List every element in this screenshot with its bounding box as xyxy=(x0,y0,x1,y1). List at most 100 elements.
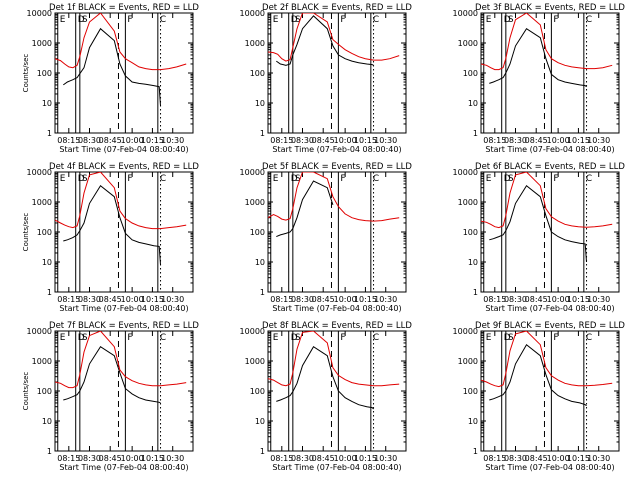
x-axis-label: Start Time (07-Feb-04 08:00:40) xyxy=(59,304,188,313)
event-marker-label: S xyxy=(82,333,88,343)
y-tick-label: 1000 xyxy=(32,357,52,366)
series-line-lld xyxy=(481,331,613,388)
x-tick-label: 08:15 xyxy=(270,136,293,145)
x-tick-label: 08:45 xyxy=(312,136,335,145)
chart-title: Det 9f BLACK = Events, RED = LLD xyxy=(475,321,625,331)
event-marker-label: S xyxy=(295,333,301,343)
y-tick-label: 100 xyxy=(463,387,478,396)
event-marker-label: S xyxy=(295,15,301,25)
y-tick-label: 100 xyxy=(37,228,52,237)
y-tick-label: 10 xyxy=(42,417,52,426)
event-marker-label: E xyxy=(60,333,66,343)
x-tick-label: 08:30 xyxy=(291,136,314,145)
x-tick-label: 10:30 xyxy=(161,454,184,463)
chart-title: Det 3f BLACK = Events, RED = LLD xyxy=(475,3,625,13)
y-tick-label: 10 xyxy=(468,417,478,426)
x-tick-label: 08:15 xyxy=(57,295,80,304)
x-tick-label: 08:30 xyxy=(78,295,101,304)
chart-panel-9: Det 9f BLACK = Events, RED = LLD 1 10 100 10… xyxy=(453,321,626,472)
chart-panel-7: Det 7f BLACK = Events, RED = LLD 1 10 100 10… xyxy=(22,321,199,472)
chart-panel-5: Det 5f BLACK = Events, RED = LLD 1 10 100 10… xyxy=(240,162,413,313)
y-tick-label: 1 xyxy=(473,447,478,456)
y-tick-label: 10000 xyxy=(240,327,265,336)
event-marker-label: D xyxy=(504,15,511,25)
y-tick-label: 1000 xyxy=(458,198,478,207)
x-tick-label: 08:30 xyxy=(78,454,101,463)
x-tick-label: 08:45 xyxy=(99,295,122,304)
series-line-events xyxy=(489,343,587,407)
y-tick-label: 1 xyxy=(47,288,52,297)
x-axis-label: Start Time (07-Feb-04 08:00:40) xyxy=(272,463,401,472)
x-tick-label: 10:30 xyxy=(587,295,610,304)
chart-title: Det 2f BLACK = Events, RED = LLD xyxy=(262,3,412,13)
series-line-events xyxy=(63,27,161,106)
event-marker-label: D xyxy=(78,15,85,25)
series-line-lld xyxy=(481,13,613,71)
y-tick-label: 1000 xyxy=(245,198,265,207)
x-tick-label: 08:30 xyxy=(504,454,527,463)
event-marker-label: D xyxy=(504,174,511,184)
x-axis-label: Start Time (07-Feb-04 08:00:40) xyxy=(59,145,188,154)
x-tick-label: 10:00 xyxy=(334,454,357,463)
event-marker-label: C xyxy=(160,333,166,343)
y-tick-label: 1 xyxy=(47,129,52,138)
x-axis-label: Start Time (07-Feb-04 08:00:40) xyxy=(485,463,614,472)
series-line-events xyxy=(489,184,587,263)
chart-panel-4: Det 4f BLACK = Events, RED = LLD 1 10 100 10… xyxy=(22,162,199,313)
event-marker-label: F xyxy=(340,333,345,343)
series-line-events xyxy=(276,15,374,66)
y-axis-label: Counts/sec xyxy=(22,213,30,252)
x-tick-label: 08:15 xyxy=(57,136,80,145)
y-tick-label: 10000 xyxy=(27,327,52,336)
y-tick-label: 1000 xyxy=(32,39,52,48)
x-tick-label: 08:15 xyxy=(483,454,506,463)
event-marker-label: D xyxy=(291,174,298,184)
event-marker-label: C xyxy=(586,15,592,25)
event-marker-label: D xyxy=(78,174,85,184)
y-tick-label: 1 xyxy=(260,288,265,297)
event-marker-label: E xyxy=(273,174,279,184)
x-tick-label: 10:15 xyxy=(567,454,590,463)
event-marker-label: C xyxy=(373,174,379,184)
x-tick-label: 10:30 xyxy=(374,454,397,463)
chart-title: Det 7f BLACK = Events, RED = LLD xyxy=(49,321,199,331)
series-line-lld xyxy=(268,13,400,62)
x-tick-label: 08:30 xyxy=(291,454,314,463)
event-marker-label: E xyxy=(60,15,66,25)
chart-title: Det 5f BLACK = Events, RED = LLD xyxy=(262,162,412,172)
x-tick-label: 08:45 xyxy=(525,454,548,463)
y-tick-label: 100 xyxy=(250,69,265,78)
x-tick-label: 08:45 xyxy=(99,454,122,463)
chart-title: Det 8f BLACK = Events, RED = LLD xyxy=(262,321,412,331)
event-marker-label: S xyxy=(508,174,514,184)
x-tick-label: 08:30 xyxy=(78,136,101,145)
y-tick-label: 1000 xyxy=(245,39,265,48)
chart-panel-3: Det 3f BLACK = Events, RED = LLD 1 10 100 10… xyxy=(453,3,626,154)
x-tick-label: 08:45 xyxy=(525,295,548,304)
event-marker-label: C xyxy=(373,333,379,343)
x-tick-label: 08:45 xyxy=(312,454,335,463)
event-marker-label: S xyxy=(82,15,88,25)
y-tick-label: 1000 xyxy=(458,39,478,48)
y-tick-label: 10000 xyxy=(27,168,52,177)
y-tick-label: 1 xyxy=(473,288,478,297)
series-line-events xyxy=(489,28,587,88)
event-marker-label: F xyxy=(340,174,345,184)
x-tick-label: 08:45 xyxy=(99,136,122,145)
event-marker-label: F xyxy=(127,174,132,184)
series-line-lld xyxy=(268,172,400,222)
x-tick-label: 10:00 xyxy=(547,136,570,145)
x-tick-label: 10:30 xyxy=(374,295,397,304)
x-tick-label: 10:00 xyxy=(121,295,144,304)
event-marker-label: S xyxy=(295,174,301,184)
event-marker-label: F xyxy=(127,15,132,25)
y-tick-label: 100 xyxy=(37,387,52,396)
x-tick-label: 10:30 xyxy=(161,295,184,304)
y-tick-label: 100 xyxy=(463,228,478,237)
x-tick-label: 10:00 xyxy=(121,136,144,145)
x-tick-label: 08:30 xyxy=(291,295,314,304)
x-tick-label: 08:45 xyxy=(312,295,335,304)
x-tick-label: 10:00 xyxy=(547,454,570,463)
series-line-lld xyxy=(268,331,400,387)
